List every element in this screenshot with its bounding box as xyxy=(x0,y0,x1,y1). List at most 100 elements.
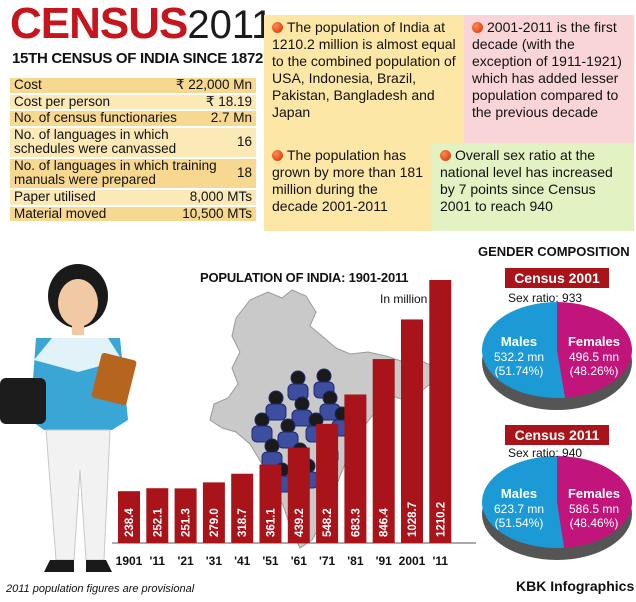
info-box-sex-ratio: Overall sex ratio at the national level … xyxy=(432,143,634,231)
bar-'91 xyxy=(372,359,395,543)
bar-'81 xyxy=(344,394,367,543)
bar-'71 xyxy=(316,423,339,543)
fact-value: ₹ 22,000 Mn xyxy=(175,77,252,92)
title-census: CENSUS xyxy=(10,0,188,48)
fact-label: Cost xyxy=(14,77,42,92)
person-head xyxy=(280,418,296,434)
females-2011-label: Females 586.5 mn (48.46%) xyxy=(558,486,630,530)
person-head xyxy=(268,390,284,406)
pie-slice-females xyxy=(557,456,632,548)
pie-census-2011 xyxy=(482,456,632,560)
info-box-decade: 2001-2011 is the first decade (with the … xyxy=(464,15,634,143)
fact-label: No. of languages in which schedules were… xyxy=(14,126,177,157)
x-tick-label: '51 xyxy=(262,554,279,568)
bar-'51 xyxy=(259,464,282,543)
main-title: CENSUS2011 xyxy=(10,2,273,46)
subtitle: 15TH CENSUS OF INDIA SINCE 1872 xyxy=(12,50,264,67)
fact-row: Material moved 10,500 MTs xyxy=(10,205,256,224)
bar-'21 xyxy=(174,488,197,543)
bar-2001 xyxy=(401,319,423,543)
person-head xyxy=(316,368,332,384)
bar-value-label: 318.7 xyxy=(237,508,249,537)
males-value: 532.2 mn xyxy=(493,349,545,364)
fact-row: Cost ₹ 22,000 Mn xyxy=(10,77,256,95)
info-text: 2001-2011 is the first decade (with the … xyxy=(472,19,622,121)
bar-'61 xyxy=(287,447,310,543)
bar-'11 xyxy=(429,280,452,543)
fact-row: No. of languages in which training manua… xyxy=(10,157,256,191)
fact-label: Material moved xyxy=(14,205,107,221)
person-body xyxy=(251,425,273,443)
person-head xyxy=(322,390,338,406)
x-tick-label: 1901 xyxy=(116,554,143,568)
pie-slice-males xyxy=(482,302,566,398)
person-head xyxy=(290,370,306,386)
bar-'11 xyxy=(146,488,169,543)
bullet-icon xyxy=(272,22,283,33)
fact-label: No. of languages in which training manua… xyxy=(14,157,217,188)
x-tick-label: '61 xyxy=(291,554,308,568)
fact-row: No. of languages in which schedules were… xyxy=(10,126,256,159)
males-label: Males xyxy=(500,334,538,349)
bar-value-label: 548.2 xyxy=(322,508,334,537)
bar-value-label: 683.3 xyxy=(350,508,362,537)
info-box-population: The population of India at 1210.2 millio… xyxy=(264,15,464,143)
x-tick-label: 2001 xyxy=(399,554,426,568)
person-head xyxy=(264,438,280,454)
x-tick-label: '21 xyxy=(177,554,194,568)
census-2001-banner: Census 2001 xyxy=(505,268,609,288)
males-2001-label: Males 532.2 mn (51.74%) xyxy=(484,334,554,378)
bar-value-label: 252.1 xyxy=(152,508,164,537)
x-tick-label: '41 xyxy=(234,554,251,568)
person-body xyxy=(265,403,287,421)
females-pct: (48.26%) xyxy=(569,363,619,378)
facts-table: Cost ₹ 22,000 Mn Cost per person ₹ 18.19 N… xyxy=(10,77,256,224)
gender-composition-title: GENDER COMPOSITION xyxy=(478,244,630,259)
sex-ratio-2001: Sex ratio: 933 xyxy=(508,291,583,305)
fact-value: 10,500 MTs xyxy=(182,205,252,221)
bar-'41 xyxy=(231,473,254,543)
x-tick-label: '31 xyxy=(206,554,223,568)
bullet-icon xyxy=(472,22,483,33)
fact-row: Paper utilised 8,000 MTs xyxy=(10,189,256,207)
census-enumerator-illustration xyxy=(0,264,137,572)
fact-row: No. of census functionaries 2.7 Mn xyxy=(10,111,256,128)
chart-unit-label: In million xyxy=(380,292,428,306)
pie-census-2001 xyxy=(482,302,633,410)
info-text: The population of India at 1210.2 millio… xyxy=(272,19,456,121)
info-text: Overall sex ratio at the national level … xyxy=(440,147,613,215)
chart-title: POPULATION OF INDIA: 1901-2011 xyxy=(200,270,409,285)
bar-value-label: 251.3 xyxy=(181,508,193,537)
fact-label: No. of census functionaries xyxy=(14,110,177,126)
x-tick-label: '11 xyxy=(433,554,449,568)
bar-value-label: 846.4 xyxy=(379,508,391,537)
males-2011-label: Males 623.7 mn (51.54%) xyxy=(484,486,554,530)
person-head xyxy=(254,412,270,428)
bullet-icon xyxy=(272,150,283,161)
males-value: 623.7 mn xyxy=(493,501,545,516)
fact-value: 16 xyxy=(236,134,252,150)
bar-'31 xyxy=(202,482,225,543)
males-label: Males xyxy=(500,486,538,501)
pie-slice-females xyxy=(557,302,633,398)
bar-value-label: 439.2 xyxy=(294,508,306,537)
females-pct: (48.46%) xyxy=(569,515,619,530)
pie-slice-males xyxy=(482,456,565,548)
females-label: Females xyxy=(567,486,621,501)
bar-value-label: 279.0 xyxy=(209,508,221,537)
fact-row: Cost per person ₹ 18.19 xyxy=(10,94,256,112)
info-text: The population has grown by more than 18… xyxy=(272,147,423,215)
person-head xyxy=(294,396,310,412)
females-value: 586.5 mn xyxy=(568,501,620,516)
fact-value: 8,000 MTs xyxy=(189,189,252,205)
x-tick-label: '71 xyxy=(319,554,336,568)
x-tick-label: '91 xyxy=(376,554,393,568)
fact-label: Paper utilised xyxy=(14,189,96,205)
title-year: 2011 xyxy=(187,3,274,47)
bar-value-label: 361.1 xyxy=(266,508,278,537)
females-label: Females xyxy=(567,334,621,349)
bullet-icon xyxy=(440,150,451,161)
fact-value: 2.7 Mn xyxy=(210,110,252,126)
